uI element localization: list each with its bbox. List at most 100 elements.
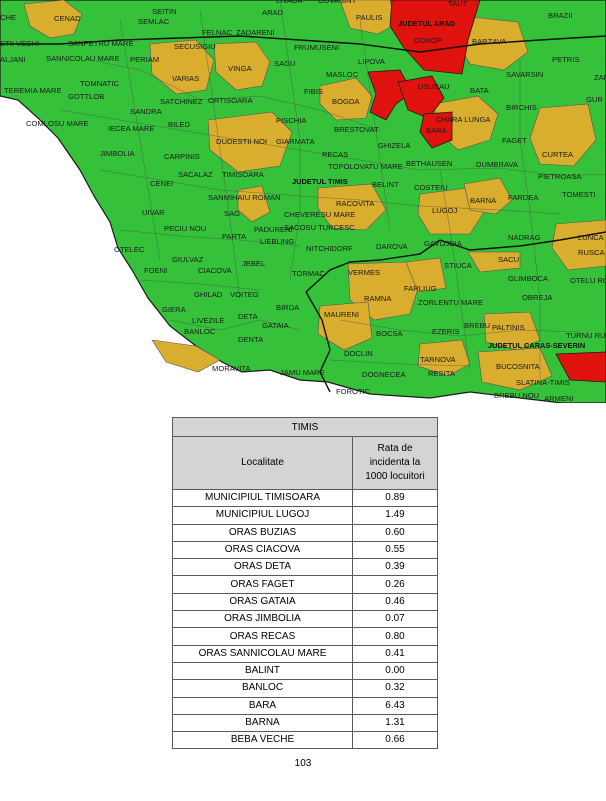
place-label: SEITIN: [152, 7, 176, 16]
place-label: EZERIS: [432, 327, 459, 336]
place-label: CHARA LUNGA: [436, 115, 491, 124]
place-label: CHEVERESU MARE: [284, 210, 355, 219]
commune-borders: [59, 0, 606, 380]
place-label: PETRIS: [552, 55, 579, 64]
place-label: DENTA: [238, 335, 264, 344]
place-label: GHILAD: [194, 290, 223, 299]
place-label: BOCSA: [376, 329, 404, 338]
place-label: GOTTLOB: [68, 92, 104, 101]
incidence-table: TIMIS Localitate Rata de incidenta la 10…: [172, 417, 438, 750]
place-label: SACALAZ: [178, 170, 213, 179]
place-label: CIACOVA: [198, 266, 233, 275]
place-label: ORTISOARA: [208, 96, 254, 105]
place-label: RAMNA: [364, 294, 392, 303]
column-header-rate: Rata de incidenta la 1000 locuitori: [352, 436, 438, 490]
table-row: ORAS DETA 0.39: [172, 558, 438, 577]
place-label: GUR: [586, 95, 603, 104]
place-label: LUNCA: [578, 233, 605, 242]
place-label: TARNOVA: [420, 355, 457, 364]
place-label: MORAVITA: [212, 364, 251, 373]
incidence-table-container: TIMIS Localitate Rata de incidenta la 10…: [172, 417, 438, 750]
table-row: MUNICIPIUL LUGOJ 1.49: [172, 506, 438, 525]
place-label: BRESTOVAT: [334, 125, 379, 134]
place-label: CENAD: [54, 14, 81, 23]
place-label: FARLIUG: [404, 284, 437, 293]
place-label: GHIZELA: [378, 141, 411, 150]
table-row: BALINT 0.00: [172, 661, 438, 681]
rate-cell: 0.89: [352, 488, 438, 508]
locality-cell: MUNICIPIUL LUGOJ: [172, 506, 353, 525]
place-label: PECIU NOU: [164, 224, 206, 233]
column-header-locality: Localitate: [172, 436, 353, 490]
place-label: UIVAR: [142, 208, 165, 217]
place-label: FRUMUSENI: [294, 43, 339, 52]
locality-cell: MUNICIPIUL TIMISOARA: [172, 488, 353, 508]
map-canvas: JUDETUL ARAD JUDETUL TIMIS JUDETUL CARAS…: [0, 0, 606, 403]
place-label: SANMIHAIU ROMAN: [208, 193, 281, 202]
place-label: COMLOSU MARE: [26, 119, 88, 128]
place-label: PISCHIA: [276, 116, 307, 125]
place-label: TAUT: [448, 0, 468, 8]
locality-cell: ORAS RECAS: [172, 627, 353, 646]
place-label: OBREJA: [522, 293, 553, 302]
place-label: TORMAC: [292, 269, 325, 278]
place-label: SANDRA: [130, 107, 163, 116]
place-label: LIVEZILE: [192, 316, 225, 325]
locality-cell: ORAS BUZIAS: [172, 523, 353, 542]
place-label: SACU: [498, 255, 519, 264]
place-label: DAROVA: [376, 242, 408, 251]
place-label: PARTA: [222, 232, 247, 241]
rate-cell: 0.07: [352, 610, 438, 629]
place-label: BREBU: [464, 321, 490, 330]
locality-cell: BALINT: [172, 661, 353, 681]
place-label: LIEBLING: [260, 237, 294, 246]
county-label-arad: JUDETUL ARAD: [398, 19, 456, 28]
locality-cell: ORAS SANNICOLAU MARE: [172, 644, 353, 663]
rate-cell: 0.32: [352, 679, 438, 698]
place-label: DOCLIN: [344, 349, 373, 358]
place-label: FIBIS: [304, 87, 323, 96]
place-label: CENEI: [150, 179, 173, 188]
county-borders: [0, 35, 606, 393]
place-label: BELINT: [372, 180, 399, 189]
place-label: RECAS: [322, 150, 348, 159]
county-label-timis: JUDETUL TIMIS: [292, 177, 348, 186]
place-label: CONOP: [414, 36, 442, 45]
place-label: OTELU RO: [570, 276, 606, 285]
place-label: GIERA: [162, 305, 187, 314]
table-row: BANLOC 0.32: [172, 679, 438, 698]
place-label: RESITA: [428, 369, 456, 378]
locality-cell: ORAS DETA: [172, 558, 353, 577]
place-label: SEMLAC: [138, 17, 170, 26]
table-county-header: TIMIS: [172, 417, 438, 437]
place-label: FAGET: [502, 136, 527, 145]
locality-cell: ORAS FAGET: [172, 575, 353, 594]
table-row: ORAS CIACOVA 0.55: [172, 540, 438, 560]
place-label: NADRAG: [508, 233, 541, 242]
place-label: GAVOJDIA: [424, 239, 463, 248]
place-label: BRAZII: [548, 11, 572, 20]
place-label: FARDEA: [508, 193, 539, 202]
place-label: SANPETRU MARE: [68, 39, 133, 48]
place-label: FOENI: [144, 266, 167, 275]
place-label: ZORLENTU MARE: [418, 298, 483, 307]
rate-header-line-1: Rata de: [377, 443, 413, 454]
place-label: GATAIA: [262, 321, 290, 330]
place-label: COVASINT: [318, 0, 357, 5]
locality-cell: BANLOC: [172, 679, 353, 698]
county-label-caras: JUDETUL CARAS-SEVERIN: [488, 341, 585, 350]
incidence-map: JUDETUL ARAD JUDETUL TIMIS JUDETUL CARAS…: [0, 0, 606, 403]
place-label: BIRDA: [276, 303, 300, 312]
place-label: BARA: [426, 126, 448, 135]
place-label: SAGU: [274, 59, 296, 68]
place-label: GIARMATA: [276, 137, 315, 146]
place-label: STIUCA: [444, 261, 473, 270]
place-label: SAVARSIN: [506, 70, 543, 79]
rate-cell: 0.41: [352, 644, 438, 663]
place-label: DETA: [238, 312, 259, 321]
page-number: 103: [294, 758, 312, 769]
place-label: MAURENI: [324, 310, 359, 319]
rate-cell: 0.66: [352, 731, 438, 750]
rate-cell: 1.49: [352, 506, 438, 525]
